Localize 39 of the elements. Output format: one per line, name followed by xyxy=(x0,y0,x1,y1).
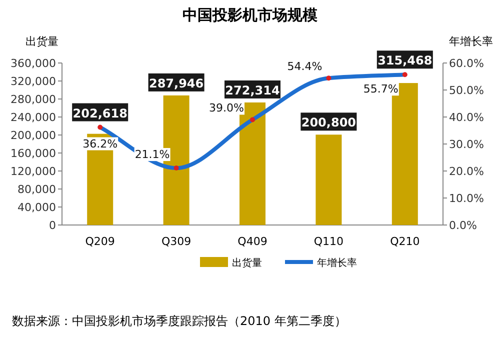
x-tick-label: Q209 xyxy=(85,235,115,248)
y-tick-label: 240,000 xyxy=(10,111,56,124)
y2-tick-label: 60.0% xyxy=(449,57,484,70)
data-label: 55.7% xyxy=(363,82,398,96)
x-tick-label: Q110 xyxy=(314,235,344,248)
y2-tick-label: 20.0% xyxy=(449,165,484,178)
y-tick-label: 0 xyxy=(49,219,56,232)
y-axis-title: 出货量 xyxy=(26,35,58,48)
legend-label: 年增长率 xyxy=(317,257,357,269)
y-tick-label: 80,000 xyxy=(18,183,56,196)
y2-tick-label: 10.0% xyxy=(449,192,484,205)
bar xyxy=(316,134,342,225)
data-label: 315,468 xyxy=(378,54,432,68)
y2-tick-label: 30.0% xyxy=(449,138,484,151)
chart-title: 中国投影机市场规模 xyxy=(182,6,318,24)
data-label: 287,946 xyxy=(148,76,204,90)
y-tick-label: 40,000 xyxy=(18,201,56,214)
y-tick-label: 320,000 xyxy=(10,75,56,88)
y2-tick-label: 40.0% xyxy=(449,111,484,124)
y-tick-label: 120,000 xyxy=(10,165,56,178)
y-tick-label: 360,000 xyxy=(10,57,56,70)
y2-axis-title: 年增长率 xyxy=(449,35,493,48)
y-tick-label: 160,000 xyxy=(10,147,56,160)
x-tick-label: Q409 xyxy=(238,235,268,248)
data-label: 54.4% xyxy=(287,60,322,74)
data-label: 272,314 xyxy=(225,83,280,98)
y2-tick-label: 50.0% xyxy=(449,84,484,97)
x-tick-label: Q309 xyxy=(161,235,192,248)
data-label: 36.2% xyxy=(82,137,118,150)
x-tick-label: Q210 xyxy=(390,235,420,248)
data-label: 202,618 xyxy=(72,106,128,120)
legend-label: 出货量 xyxy=(232,257,262,269)
data-label: 21.1% xyxy=(134,148,170,162)
y2-tick-label: 0.0% xyxy=(449,219,477,232)
data-label: 200,800 xyxy=(301,116,356,130)
source-note: 数据来源：中国投影机市场季度跟踪报告（2010 年第二季度） xyxy=(12,314,346,328)
data-label: 39.0% xyxy=(209,102,244,115)
y-tick-label: 200,000 xyxy=(10,129,56,142)
y-tick-label: 280,000 xyxy=(10,93,56,106)
